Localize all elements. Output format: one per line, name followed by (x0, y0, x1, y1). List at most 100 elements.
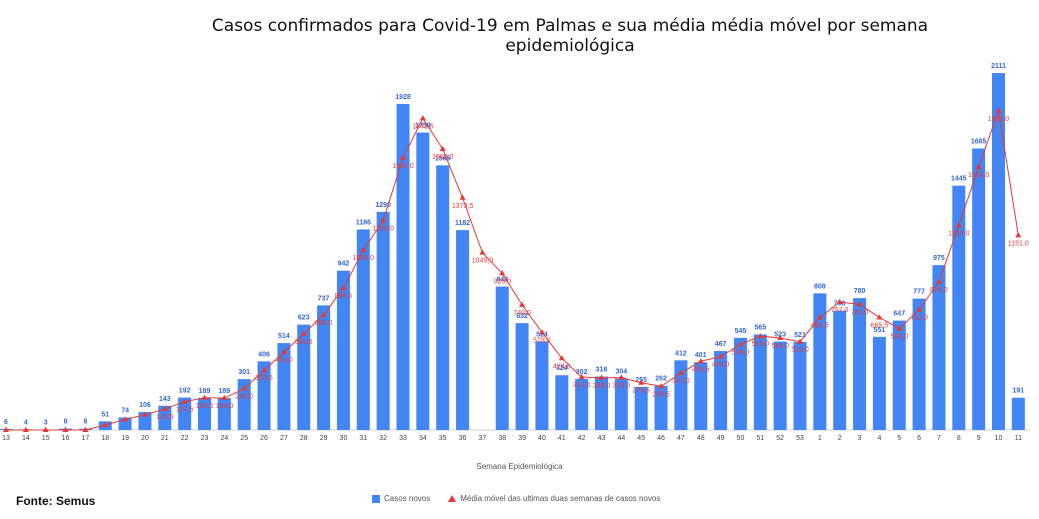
bar-51 (753, 334, 767, 430)
x-tick-label: 53 (796, 435, 804, 442)
bar-value-label: 565 (754, 324, 766, 331)
bar-43 (595, 376, 608, 430)
moving-average-label: 279,5 (632, 388, 650, 395)
bar-value-label: 3 (44, 419, 48, 426)
moving-average-marker (717, 353, 724, 359)
moving-average-marker (300, 330, 307, 336)
bar-32 (376, 211, 390, 430)
moving-average-marker (856, 301, 863, 307)
x-tick-label: 8 (957, 435, 961, 442)
bar-46 (654, 385, 668, 430)
moving-average-marker (1015, 232, 1022, 238)
bar-9 (972, 148, 986, 431)
bar-value-label: 780 (854, 288, 866, 295)
x-tick-label: 28 (300, 435, 308, 442)
x-tick-label: 40 (538, 435, 546, 442)
moving-average-marker (995, 107, 1002, 113)
bar-34 (416, 132, 430, 430)
moving-average-label: 1064,0 (353, 255, 375, 262)
bar-value-label: 74 (121, 407, 129, 414)
bar-value-label: 942 (338, 261, 350, 268)
x-tick-label: 29 (320, 435, 328, 442)
bar-42 (575, 378, 589, 430)
x-tick-label: 45 (637, 435, 645, 442)
moving-average-marker (161, 405, 168, 411)
x-tick-label: 21 (161, 435, 169, 442)
x-tick-label: 35 (439, 435, 447, 442)
x-tick-label: 23 (201, 435, 209, 442)
x-tick-label: 9 (977, 435, 981, 442)
x-tick-label: 31 (359, 435, 367, 442)
bar-25 (237, 379, 251, 430)
moving-average-label: 544,0 (771, 343, 789, 350)
bar-value-label: 302 (576, 369, 588, 376)
bar-22 (178, 397, 192, 430)
bar-47 (674, 360, 688, 430)
bar-6 (912, 298, 926, 430)
bar-41 (555, 375, 569, 430)
moving-average-marker (935, 278, 942, 284)
moving-average-marker (816, 314, 823, 320)
moving-average-marker (677, 369, 684, 376)
x-tick-label: 19 (121, 435, 129, 442)
x-tick-label: 50 (737, 435, 745, 442)
moving-average-label: 310,0 (613, 383, 631, 390)
bar-35 (436, 165, 450, 430)
moving-average-label: 568,5 (295, 339, 313, 346)
moving-average-marker (280, 349, 287, 355)
moving-average-marker (777, 334, 784, 341)
x-tick-label: 10 (995, 435, 1003, 442)
bar-26 (257, 361, 271, 430)
moving-average-marker (62, 426, 69, 432)
bar-value-label: 143 (159, 396, 171, 403)
bar-value-label: 324 (556, 365, 568, 372)
x-tick-label: 48 (697, 435, 705, 442)
moving-average-marker (618, 374, 625, 380)
bar-52 (773, 341, 787, 430)
moving-average-label: 1555,0 (968, 172, 990, 179)
bar-49 (714, 351, 728, 430)
bar-4 (872, 336, 886, 430)
moving-average-marker (400, 154, 406, 160)
x-tick-label: 7 (937, 435, 941, 442)
moving-average-marker (439, 145, 446, 151)
bar-value-label: 189 (199, 388, 211, 395)
moving-average-marker (141, 411, 148, 417)
bar-value-label: 975 (933, 255, 945, 262)
moving-average-label: 245,0 (235, 394, 253, 401)
moving-average-label: 1662,0 (432, 154, 454, 161)
moving-average-marker (261, 367, 268, 373)
moving-average-marker (757, 332, 764, 339)
bar-28 (297, 324, 311, 430)
bar-value-label: 2111 (991, 63, 1006, 70)
moving-average-marker (638, 379, 645, 385)
moving-average-marker (697, 358, 704, 364)
bar-value-label: 189 (219, 388, 231, 395)
legend-line-marker (448, 495, 457, 502)
x-tick-label: 36 (459, 435, 467, 442)
x-tick-label: 33 (399, 435, 407, 442)
bar-value-label: 406 (258, 351, 270, 358)
x-tick-label: 2 (838, 435, 842, 442)
x-tick-label: 41 (558, 435, 566, 442)
bar-value-label: 262 (655, 376, 667, 383)
x-tick-label: 30 (340, 435, 348, 442)
bar-38 (495, 286, 509, 430)
moving-average-marker (419, 115, 426, 121)
bar-3 (853, 298, 867, 430)
moving-average-label: 522,0 (791, 347, 809, 354)
moving-average-label: 1843,5 (412, 123, 434, 130)
moving-average-marker (102, 421, 109, 428)
bar-2 (833, 310, 847, 430)
bar-value-label: 737 (318, 295, 330, 302)
bar-value-label: 1182 (455, 220, 470, 227)
moving-average-label: 712,0 (910, 315, 928, 322)
x-axis-title: Semana Epidemiológica (476, 462, 563, 471)
bar-value-label: 524 (536, 331, 548, 338)
bar-value-label: 1565 (435, 155, 451, 162)
moving-average-label: 353,5 (255, 375, 273, 382)
moving-average-label: 555,0 (752, 341, 770, 348)
bar-value-label: 304 (616, 369, 628, 376)
bar-20 (138, 412, 152, 430)
bar-value-label: 51 (101, 411, 109, 418)
